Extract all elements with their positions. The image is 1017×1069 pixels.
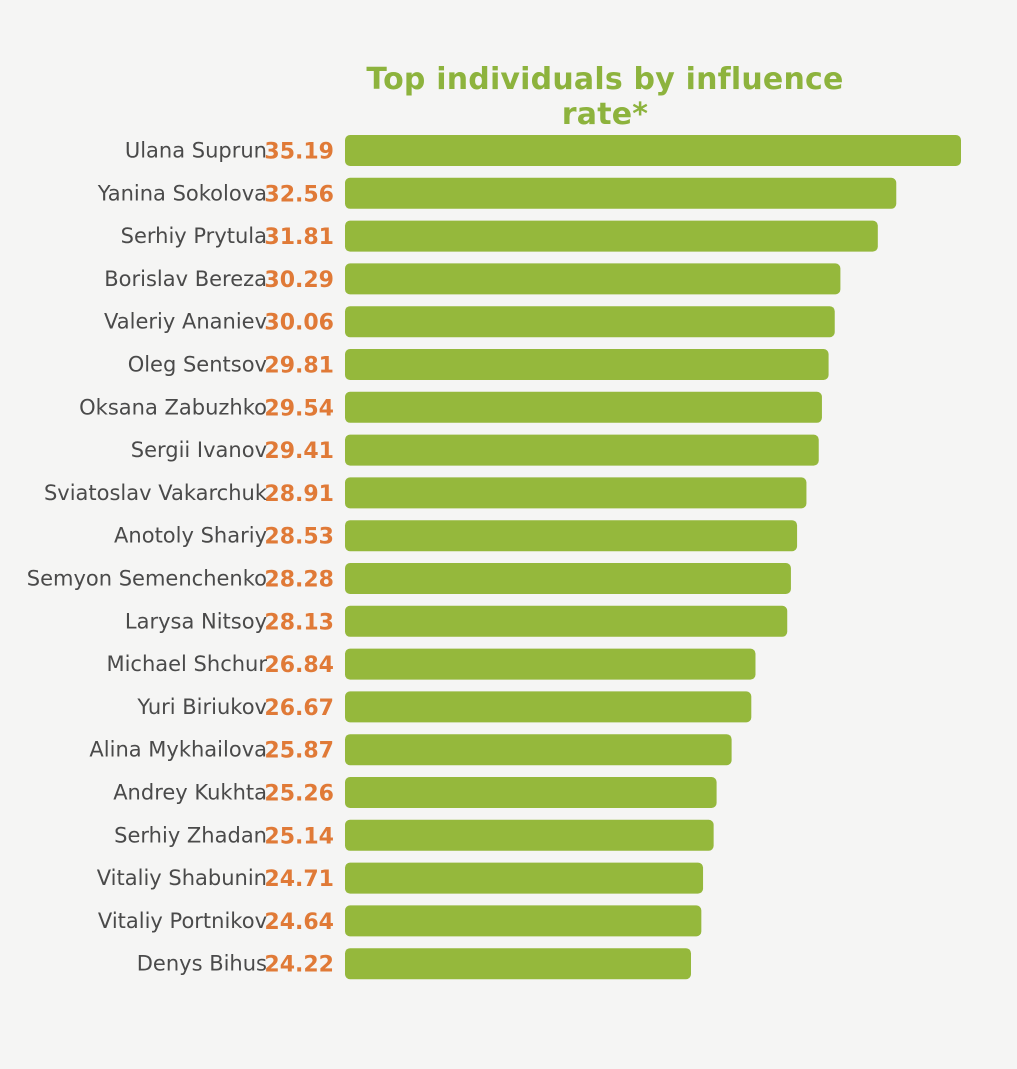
bar	[345, 306, 835, 338]
value-label: 24.64	[264, 910, 334, 935]
category-label: Serhiy Zhadan	[114, 823, 267, 847]
category-label: Semyon Semenchenko	[27, 567, 267, 591]
bar	[345, 734, 732, 766]
category-label: Oleg Sentsov	[128, 353, 267, 377]
bar	[345, 391, 822, 423]
bar	[345, 477, 807, 509]
value-label: 25.26	[264, 782, 334, 807]
category-label: Oksana Zabuzhko	[79, 395, 267, 419]
category-label: Andrey Kukhta	[113, 781, 267, 805]
bar	[345, 777, 717, 808]
bar	[345, 691, 752, 723]
category-label: Anotoly Shariy	[114, 524, 267, 548]
bar	[345, 434, 819, 466]
category-label: Valeriy Ananiev	[104, 310, 267, 334]
bar	[345, 605, 788, 637]
bar	[345, 177, 897, 209]
bar	[345, 135, 961, 166]
value-label: 28.28	[264, 568, 334, 593]
category-label: Borislav Bereza	[104, 267, 267, 291]
category-label: Alina Mykhailova	[89, 738, 267, 762]
value-label: 35.19	[264, 140, 334, 165]
value-label: 24.22	[264, 953, 334, 978]
value-label: 26.84	[264, 653, 334, 678]
category-label: Serhiy Prytula	[121, 224, 267, 248]
value-label: 30.06	[264, 311, 334, 336]
value-label: 28.13	[264, 610, 334, 635]
category-label: Larysa Nitsoy	[125, 609, 267, 633]
bar	[345, 220, 878, 252]
bar	[345, 905, 702, 937]
value-label: 26.67	[264, 696, 334, 721]
category-label: Vitaliy Shabunin	[97, 866, 267, 890]
value-label: 29.54	[264, 396, 334, 421]
value-label: 29.41	[264, 439, 334, 464]
value-label: 32.56	[264, 182, 334, 207]
category-label: Yanina Sokolova	[97, 181, 267, 205]
category-label: Vitaliy Portnikov	[98, 909, 267, 933]
value-label: 28.53	[264, 525, 334, 550]
bar	[345, 563, 791, 594]
bar	[345, 819, 714, 851]
bar	[345, 948, 691, 980]
value-label: 25.87	[264, 739, 334, 764]
category-label: Ulana Suprun	[125, 139, 267, 163]
value-label: 31.81	[264, 225, 334, 250]
bar	[345, 263, 841, 295]
bar	[345, 648, 756, 680]
bar	[345, 862, 704, 894]
bar	[345, 520, 798, 552]
category-label: Sviatoslav Vakarchuk	[44, 481, 268, 505]
value-label: 24.71	[264, 867, 334, 892]
value-label: 25.14	[264, 824, 334, 849]
value-label: 30.29	[264, 268, 334, 293]
category-label: Michael Shchur	[106, 652, 267, 676]
value-label: 28.91	[264, 482, 334, 507]
value-label: 29.81	[264, 354, 334, 379]
category-label: Yuri Biriukov	[136, 695, 267, 719]
category-label: Denys Bihus	[137, 952, 267, 976]
bar	[345, 349, 829, 380]
category-label: Sergii Ivanov	[131, 438, 267, 462]
chart-title: Top individuals by influence rate*	[366, 62, 844, 132]
